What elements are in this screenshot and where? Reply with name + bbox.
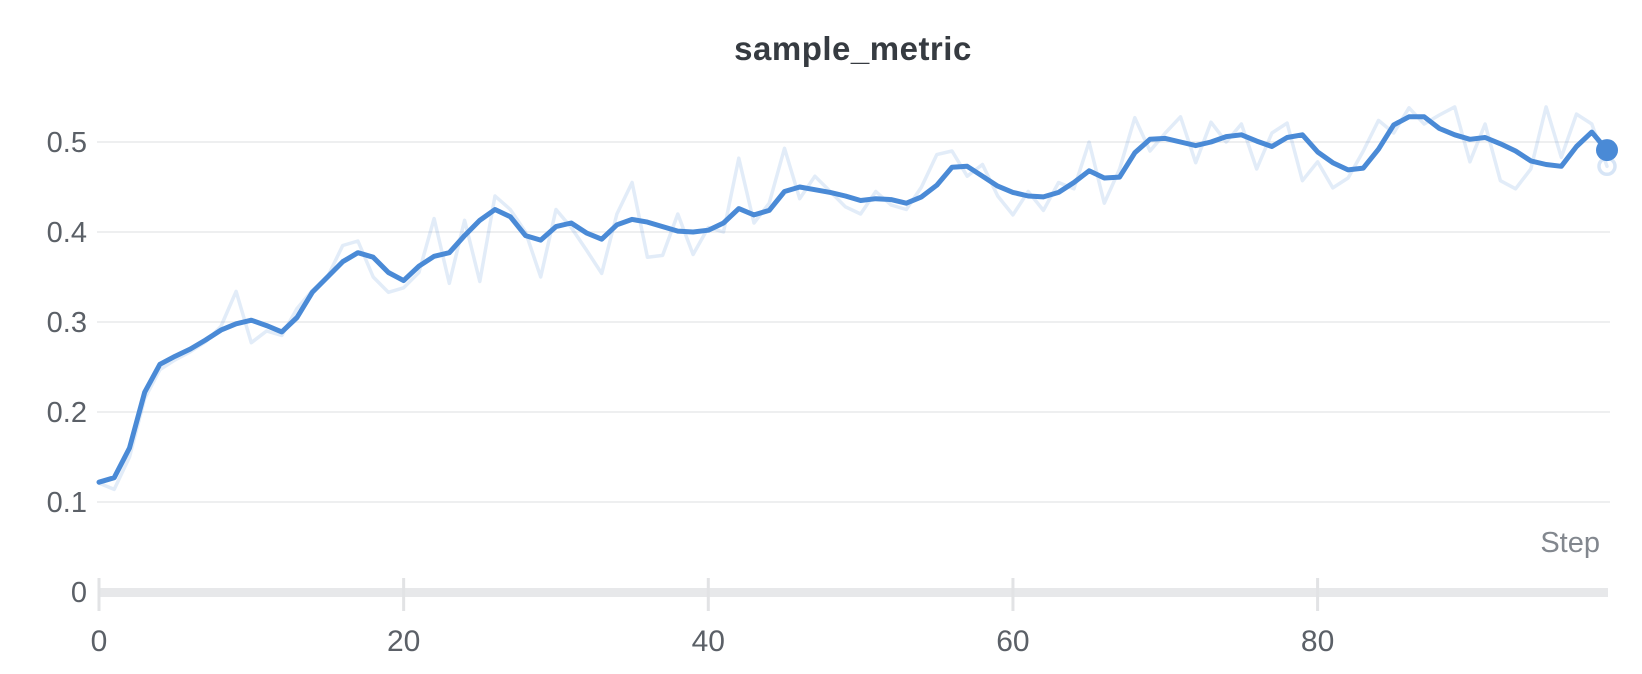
x-tick-label: 80 <box>1301 625 1334 658</box>
x-tick-label: 60 <box>996 625 1029 658</box>
x-tick-label: 0 <box>91 625 108 658</box>
chart-title: sample_metric <box>734 30 972 67</box>
x-axis-line <box>98 588 1608 597</box>
end-point-dot[interactable] <box>1596 139 1618 162</box>
x-axis-label: Step <box>1540 527 1600 559</box>
y-tick-label: 0.5 <box>47 127 87 159</box>
y-tick-label: 0.1 <box>47 487 87 519</box>
smoothed-series-line <box>96 114 1610 485</box>
raw-series-line <box>97 105 1609 492</box>
y-tick-label: 0.4 <box>47 217 87 249</box>
x-tick-mark <box>97 578 101 611</box>
y-tick-label: 0.3 <box>47 307 87 339</box>
x-tick-mark <box>1316 578 1320 611</box>
y-tick-label: 0.2 <box>47 397 87 429</box>
x-tick-mark <box>706 578 710 611</box>
x-tick-label: 40 <box>692 625 725 658</box>
x-tick-mark <box>402 578 406 611</box>
x-tick-mark <box>1011 578 1015 611</box>
y-tick-label: 0 <box>71 577 87 609</box>
x-tick-label: 20 <box>387 625 420 658</box>
